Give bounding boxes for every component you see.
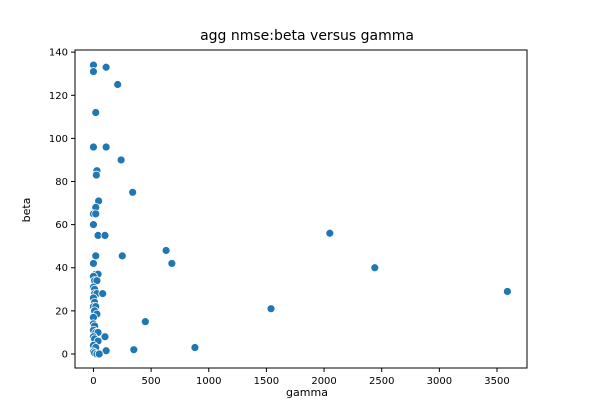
data-point [100, 332, 110, 342]
x-tick-label: 0 [90, 376, 96, 387]
data-point [89, 259, 98, 268]
data-point [89, 67, 98, 76]
y-axis-ticks: 0 20 40 60 80 100 120 140 [49, 48, 75, 360]
plot-frame [74, 49, 528, 369]
y-tick-label: 0 [62, 349, 68, 360]
data-point [325, 228, 335, 238]
data-point [101, 62, 111, 72]
data-point [116, 155, 126, 165]
y-tick-label: 100 [49, 134, 68, 145]
x-tick-label: 2500 [369, 376, 394, 387]
x-tick-label: 2000 [311, 376, 336, 387]
y-tick-label: 140 [49, 48, 68, 59]
data-point [91, 170, 101, 180]
data-point [190, 343, 200, 352]
y-tick-label: 80 [55, 177, 68, 188]
data-point [91, 108, 101, 117]
y-tick-label: 20 [55, 306, 68, 317]
plot-area [74, 49, 528, 369]
y-tick-label: 40 [55, 263, 68, 274]
x-tick-label: 1500 [254, 376, 279, 387]
data-point [140, 317, 150, 327]
data-point [94, 349, 104, 359]
x-tick-label: 3000 [427, 376, 452, 387]
data-point [98, 289, 108, 299]
x-axis-ticks: 0 500 1000 1500 2000 2500 3000 3500 [90, 368, 510, 387]
data-point [167, 259, 177, 268]
data-point [91, 251, 101, 261]
data-point [161, 246, 171, 255]
data-point [502, 287, 512, 296]
x-axis-label: gamma [286, 386, 328, 399]
data-point [129, 345, 139, 355]
y-axis-label: beta [20, 198, 33, 223]
y-tick-label: 60 [55, 220, 68, 231]
data-point [370, 263, 380, 273]
data-point [117, 251, 127, 261]
data-point [128, 187, 138, 197]
data-point [100, 231, 110, 240]
x-tick-label: 3500 [484, 376, 509, 387]
data-point [91, 209, 101, 219]
data-point [101, 142, 111, 152]
chart-title: agg nmse:beta versus gamma [200, 28, 414, 44]
data-point [266, 304, 276, 314]
data-point [89, 220, 98, 230]
y-tick-label: 120 [49, 91, 68, 102]
data-point [113, 80, 123, 89]
x-tick-label: 1000 [196, 376, 221, 387]
data-point [89, 142, 98, 152]
x-tick-label: 500 [142, 376, 161, 387]
